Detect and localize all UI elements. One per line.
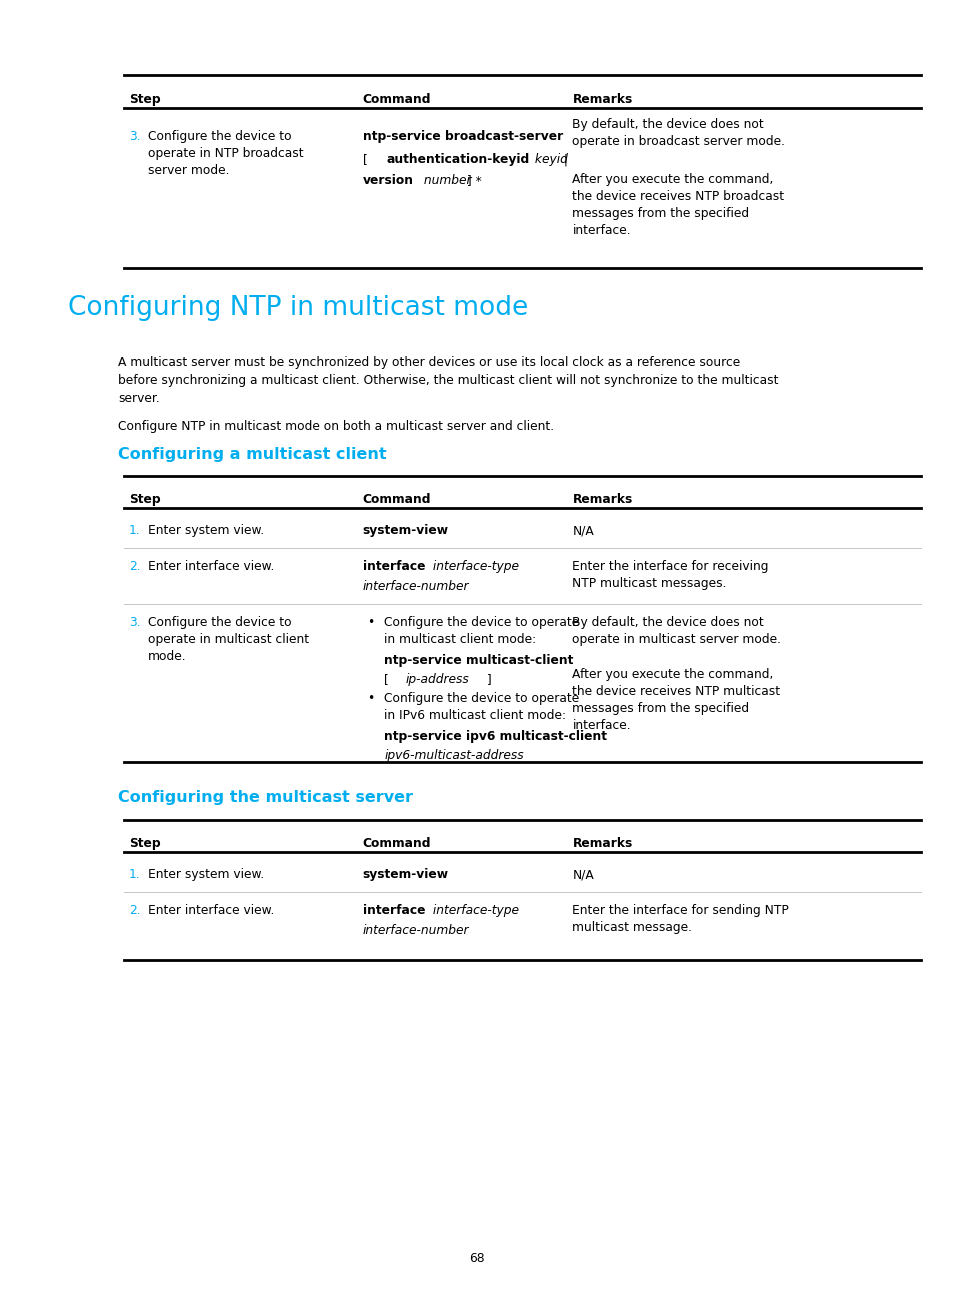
Text: 2.: 2.: [129, 905, 140, 918]
Text: authentication-keyid: authentication-keyid: [386, 153, 529, 166]
Text: Step: Step: [129, 837, 160, 850]
Text: ipv6-multicast-address: ipv6-multicast-address: [384, 749, 523, 762]
Text: interface: interface: [362, 905, 425, 918]
Text: Step: Step: [129, 93, 160, 106]
Text: Enter system view.: Enter system view.: [148, 868, 264, 881]
Text: version: version: [362, 174, 413, 187]
Text: •: •: [367, 692, 375, 705]
Text: before synchronizing a multicast client. Otherwise, the multicast client will no: before synchronizing a multicast client.…: [118, 375, 778, 388]
Text: By default, the device does not
operate in broadcast server mode.: By default, the device does not operate …: [572, 118, 784, 148]
Text: Configuring NTP in multicast mode: Configuring NTP in multicast mode: [68, 295, 528, 321]
Text: After you execute the command,
the device receives NTP multicast
messages from t: After you execute the command, the devic…: [572, 667, 780, 732]
Text: Enter interface view.: Enter interface view.: [148, 905, 274, 918]
Text: Remarks: Remarks: [572, 837, 632, 850]
Text: interface: interface: [362, 560, 425, 573]
Text: ]: ]: [482, 673, 491, 686]
Text: system-view: system-view: [362, 524, 448, 537]
Text: Command: Command: [362, 492, 431, 505]
Text: Enter the interface for receiving
NTP multicast messages.: Enter the interface for receiving NTP mu…: [572, 560, 768, 590]
Text: interface-type: interface-type: [429, 905, 518, 918]
Text: N/A: N/A: [572, 524, 594, 537]
Text: number: number: [419, 174, 471, 187]
Text: 68: 68: [469, 1252, 484, 1265]
Text: •: •: [367, 616, 375, 629]
Text: 1.: 1.: [129, 524, 140, 537]
Text: [: [: [384, 673, 393, 686]
Text: Configuring the multicast server: Configuring the multicast server: [118, 791, 413, 805]
Text: server.: server.: [118, 391, 159, 404]
Text: Remarks: Remarks: [572, 492, 632, 505]
Text: N/A: N/A: [572, 868, 594, 881]
Text: Command: Command: [362, 93, 431, 106]
Text: Configuring a multicast client: Configuring a multicast client: [118, 447, 386, 461]
Text: Enter the interface for sending NTP
multicast message.: Enter the interface for sending NTP mult…: [572, 905, 788, 934]
Text: Configure the device to operate
in multicast client mode:: Configure the device to operate in multi…: [384, 616, 579, 645]
Text: 3.: 3.: [129, 616, 140, 629]
Text: interface-type: interface-type: [429, 560, 518, 573]
Text: 3.: 3.: [129, 130, 140, 143]
Text: ntp-service ipv6 multicast-client: ntp-service ipv6 multicast-client: [384, 730, 607, 743]
Text: |: |: [559, 153, 567, 166]
Text: Enter system view.: Enter system view.: [148, 524, 264, 537]
Text: ntp-service multicast-client: ntp-service multicast-client: [384, 654, 574, 667]
Text: Configure the device to operate
in IPv6 multicast client mode:: Configure the device to operate in IPv6 …: [384, 692, 579, 722]
Text: Step: Step: [129, 492, 160, 505]
Text: ] *: ] *: [462, 174, 481, 187]
Text: ip-address: ip-address: [405, 673, 469, 686]
Text: Command: Command: [362, 837, 431, 850]
Text: ntp-service broadcast-server: ntp-service broadcast-server: [362, 130, 562, 143]
Text: Remarks: Remarks: [572, 93, 632, 106]
Text: 1.: 1.: [129, 868, 140, 881]
Text: interface-number: interface-number: [362, 924, 469, 937]
Text: A multicast server must be synchronized by other devices or use its local clock : A multicast server must be synchronized …: [118, 356, 740, 369]
Text: Enter interface view.: Enter interface view.: [148, 560, 274, 573]
Text: Configure NTP in multicast mode on both a multicast server and client.: Configure NTP in multicast mode on both …: [118, 420, 554, 433]
Text: Configure the device to
operate in multicast client
mode.: Configure the device to operate in multi…: [148, 616, 309, 664]
Text: keyid: keyid: [531, 153, 568, 166]
Text: system-view: system-view: [362, 868, 448, 881]
Text: [: [: [362, 153, 371, 166]
Text: 2.: 2.: [129, 560, 140, 573]
Text: By default, the device does not
operate in multicast server mode.: By default, the device does not operate …: [572, 616, 781, 645]
Text: Configure the device to
operate in NTP broadcast
server mode.: Configure the device to operate in NTP b…: [148, 130, 303, 178]
Text: interface-number: interface-number: [362, 581, 469, 594]
Text: After you execute the command,
the device receives NTP broadcast
messages from t: After you execute the command, the devic…: [572, 172, 783, 237]
